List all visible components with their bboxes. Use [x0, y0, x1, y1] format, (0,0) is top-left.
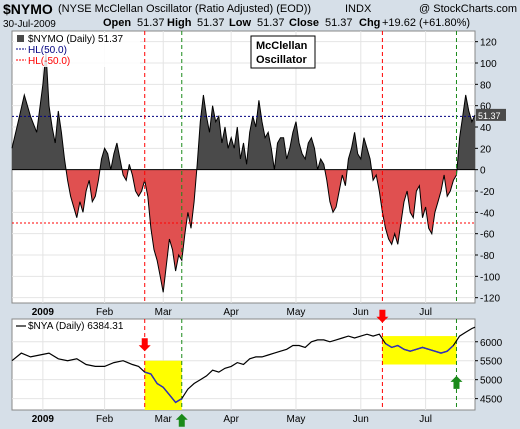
main-y-tick-label: 40: [480, 123, 492, 134]
oscillator-line: [11, 52, 476, 293]
main-y-tick-label: -80: [480, 251, 495, 262]
price-y-tick-label: 5000: [480, 376, 503, 387]
main-y-tick-label: -120: [480, 294, 500, 305]
price-x-tick-label: 2009: [32, 414, 55, 425]
price-x-tick-label: Mar: [155, 414, 173, 425]
legend-label: $NYMO (Daily) 51.37: [28, 34, 123, 45]
quote-date: 30-Jul-2009: [3, 19, 56, 30]
main-last-value: 51.37: [478, 111, 501, 121]
main-chart-layer: [11, 31, 476, 303]
main-x-tick-label: May: [287, 307, 306, 318]
main-legend-bg: [14, 33, 140, 67]
arrow-down-icon: [138, 338, 151, 352]
quote-chg-label: Chg: [359, 17, 380, 29]
price-y-tick-label: 5500: [480, 357, 503, 368]
price-highlight-line: [144, 371, 183, 404]
arrow-up-icon: [175, 413, 188, 427]
price-y-tick-label: 4500: [480, 395, 503, 406]
main-y-tick-label: 0: [480, 166, 486, 177]
main-y-tick-label: 60: [480, 102, 492, 113]
quote-chg-value: +19.62 (+61.80%): [382, 17, 470, 29]
main-x-axis: 2009 Feb Mar Apr May Jun Jul: [32, 307, 432, 318]
quote-open-value: 51.37: [137, 17, 165, 29]
quote-close-value: 51.37: [325, 17, 353, 29]
chart-description: (NYSE McClellan Oscillator (Ratio Adjust…: [58, 3, 311, 15]
legend-label: HL(50.0): [28, 45, 67, 56]
legend-swatch-oscillator: [17, 35, 24, 42]
quote-close-label: Close: [289, 17, 319, 29]
price-x-tick-label: Jul: [419, 414, 432, 425]
price-x-tick-label: May: [287, 414, 306, 425]
main-y-tick-label: 120: [480, 38, 497, 49]
annotation-line-2: Oscillator: [256, 54, 307, 66]
highlight-box: [382, 336, 457, 365]
legend-label: HL(-50.0): [28, 56, 70, 67]
chart-exchange: INDX: [345, 3, 372, 15]
main-last-value-bg: [476, 108, 506, 121]
price-highlight-line: [385, 343, 454, 354]
main-y-tick-label: 100: [480, 59, 497, 70]
quote-low-label: Low: [229, 17, 251, 29]
price-y-axis: 6000 5500 5000 4500: [475, 338, 503, 406]
main-x-tick-label: Feb: [96, 307, 114, 318]
main-y-tick-label: 20: [480, 144, 492, 155]
quote-open-label: Open: [103, 17, 131, 29]
price-legend: $NYA (Daily) 6384.31: [16, 321, 124, 332]
annotation-box: [250, 35, 316, 69]
price-x-tick-label: Jun: [353, 414, 369, 425]
price-x-axis: 2009 Feb Mar Apr May Jun Jul: [32, 414, 432, 425]
main-x-tick-label: Apr: [223, 307, 239, 318]
main-y-tick-label: -100: [480, 272, 500, 283]
arrow-down-icon: [376, 309, 389, 323]
quote-low-value: 51.37: [257, 17, 285, 29]
quote-high-label: High: [167, 17, 192, 29]
chart-symbol: $NYMO: [3, 1, 53, 17]
price-legend-label: $NYA (Daily) 6384.31: [28, 321, 124, 332]
arrow-up-icon: [450, 375, 463, 389]
main-x-tick-label: Jul: [419, 307, 432, 318]
price-x-tick-label: Apr: [223, 414, 239, 425]
price-y-tick-label: 6000: [480, 338, 503, 349]
quote-high-value: 51.37: [197, 17, 225, 29]
main-y-tick-label: -60: [480, 230, 495, 241]
copyright-text: @ StockCharts.com: [419, 3, 517, 15]
main-y-axis: 120 100 80 60 40 20 0 -20 -40 -60 -80 -100 -120 51.37: [475, 38, 506, 305]
main-y-tick-label: -40: [480, 208, 495, 219]
price-chart-layer: [11, 309, 476, 427]
oscillator-negative-area: [12, 169, 475, 293]
main-x-tick-label: 2009: [32, 307, 55, 318]
annotation-line-1: McClellan: [256, 40, 308, 52]
main-x-tick-label: Jun: [353, 307, 369, 318]
main-y-tick-label: -20: [480, 187, 495, 198]
main-x-tick-label: Mar: [155, 307, 173, 318]
main-y-tick-label: 80: [480, 80, 492, 91]
price-x-tick-label: Feb: [96, 414, 114, 425]
